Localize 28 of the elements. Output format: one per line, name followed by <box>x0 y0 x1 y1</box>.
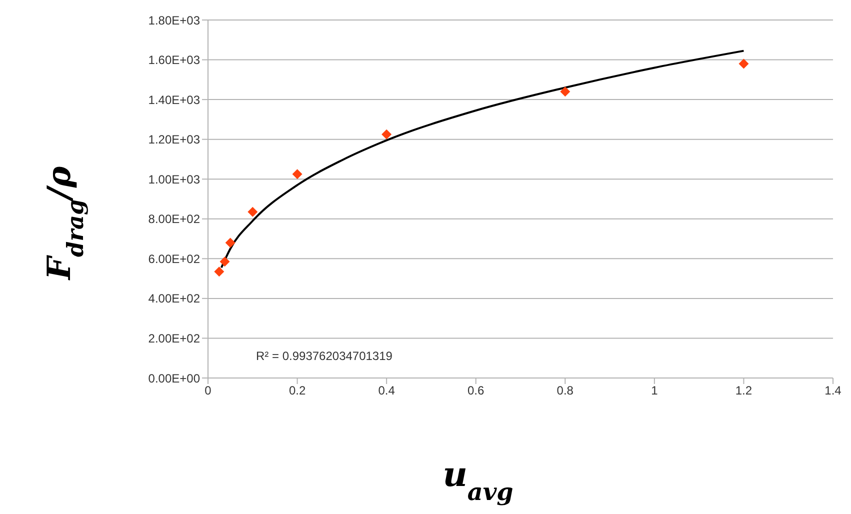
x-tick-label: 1.4 <box>824 384 842 398</box>
x-tick-label: 1 <box>651 384 658 398</box>
x-tick-label: 0 <box>204 384 212 398</box>
point <box>738 58 749 69</box>
y-tick-label: 1.20E+03 <box>148 132 200 147</box>
point <box>292 169 302 180</box>
y-tick-label: 2.00E+02 <box>148 331 200 346</box>
y-tick-label: 6.00E+02 <box>148 252 200 266</box>
x-tick-label: 0.8 <box>556 384 574 398</box>
y-tick-label: 8.00E+02 <box>148 212 200 226</box>
y-tick-label: 1.40E+03 <box>148 92 200 107</box>
point <box>225 238 236 248</box>
x-tick-label: 0.6 <box>468 384 485 398</box>
x-tick-label: 0.4 <box>378 384 396 398</box>
y-tick-label: 1.60E+03 <box>148 53 200 68</box>
x-axis-title: u$_{avg}$ <box>442 455 514 506</box>
x-tick-label: 0.2 <box>288 384 306 398</box>
y-tick-label: 4.00E+02 <box>148 292 200 306</box>
x-tick-label: 1.2 <box>735 384 752 398</box>
point <box>220 256 230 267</box>
y-tick-label: 1.80E+03 <box>148 13 200 28</box>
y-tick-label: 0.00E+00 <box>148 371 200 386</box>
point <box>560 86 570 97</box>
y-tick-label: 1.00E+03 <box>148 172 200 186</box>
point <box>214 266 224 277</box>
point <box>382 129 392 140</box>
point <box>248 206 258 217</box>
annotation: R² = 0.993762034701319 <box>256 349 393 363</box>
